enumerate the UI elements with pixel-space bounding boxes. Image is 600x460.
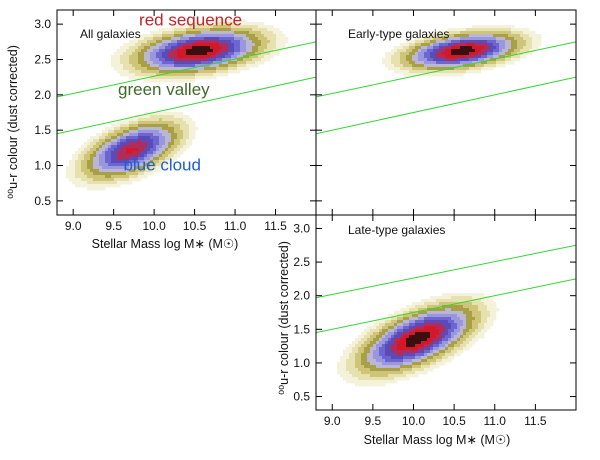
- y-tick-label-late: 3.0: [293, 221, 310, 235]
- y-tick-label-all: 3.0: [34, 17, 51, 31]
- x-tick-label-all: 9.0: [65, 219, 82, 233]
- panel-late-type-galaxies: 9.0 9.5 10.0 10.5 11.0 11.5 0.5 1.0 1.5 2.0 2.5 3.0…: [293, 214, 577, 428]
- x-tick-label-all: 9.5: [105, 219, 122, 233]
- y-axis-title-top: ⁰⁰u-r colour (dust corrected): [6, 45, 20, 199]
- panel-title-early: Early-type galaxies: [348, 27, 449, 41]
- x-tick-label-all: 10.0: [142, 219, 166, 233]
- density-contours-early: [382, 25, 542, 77]
- y-tick-label-all: 2.0: [34, 88, 51, 102]
- annotation-blue-cloud: blue cloud: [123, 155, 201, 174]
- x-tick-label-all: 11.5: [264, 219, 287, 233]
- y-axis-title-bottom: ⁰⁰u-r colour (dust corrected): [277, 241, 291, 395]
- green-valley-line-upper-late: [316, 244, 576, 299]
- annotation-green-valley: green valley: [118, 80, 210, 99]
- density-contours-all: [66, 19, 289, 191]
- x-axis-title-top: Stellar Mass log M∗ (M☉): [92, 237, 239, 251]
- y-tick-label-all: 2.5: [34, 52, 51, 66]
- y-tick-label-late: 1.5: [293, 322, 310, 336]
- y-tick-label-late: 0.5: [293, 390, 310, 404]
- panel-early-type-galaxies: Early-type galaxies: [315, 9, 577, 216]
- green-valley-line-lower-late: [316, 278, 576, 334]
- x-tick-label-all: 11.0: [224, 219, 247, 233]
- y-tick-label-late: 2.5: [293, 255, 310, 269]
- panel-title-late: Late-type galaxies: [348, 223, 445, 237]
- y-tick-label-all: 1.5: [34, 123, 51, 137]
- x-tick-label-late: 11.5: [524, 414, 547, 428]
- x-tick-label-late: 10.5: [442, 414, 466, 428]
- y-tick-label-all: 1.0: [34, 159, 51, 173]
- green-valley-line-upper-early: [316, 41, 576, 98]
- green-valley-line-lower-early: [316, 76, 576, 135]
- green-valley-line-upper-all: [57, 41, 316, 98]
- x-axis-title-bottom: Stellar Mass log M∗ (M☉): [364, 433, 511, 447]
- x-tick-label-late: 9.0: [324, 414, 341, 428]
- x-tick-label-late: 9.5: [365, 414, 382, 428]
- density-contours-late: [337, 293, 500, 387]
- annotation-red-sequence: red sequence: [139, 11, 242, 30]
- y-tick-label-late: 2.0: [293, 289, 310, 303]
- x-tick-label-all: 10.5: [183, 219, 207, 233]
- y-tick-label-late: 1.0: [293, 356, 310, 370]
- panel-all-galaxies: 9.0 9.5 10.0 10.5 11.0 11.5 0.5 1.0 1.5 2.0 2.5 3.0…: [34, 9, 317, 233]
- x-tick-label-late: 11.0: [484, 414, 507, 428]
- y-tick-label-all: 0.5: [34, 194, 51, 208]
- green-valley-line-lower-all: [57, 76, 316, 135]
- panel-title-all: All galaxies: [80, 27, 141, 41]
- x-tick-label-late: 10.0: [402, 414, 426, 428]
- plot-frame-late: [315, 214, 577, 411]
